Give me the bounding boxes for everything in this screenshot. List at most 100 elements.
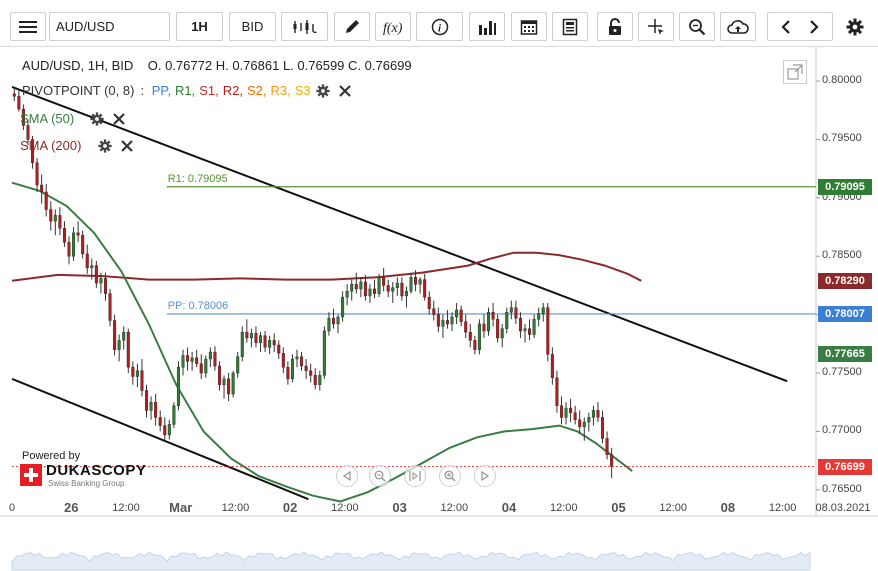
- y-tick-label: 0.77500: [822, 366, 862, 379]
- candle: [569, 398, 573, 423]
- info-button[interactable]: i: [416, 12, 463, 41]
- sma200-line: [11, 251, 642, 282]
- x-tick-label: 12:00: [331, 502, 359, 514]
- powered-by-label: Powered by: [22, 450, 81, 462]
- candle: [131, 361, 135, 385]
- candle-body: [295, 356, 299, 360]
- pivot-sep: :: [140, 83, 145, 98]
- candle: [514, 300, 518, 324]
- x-tick-label: 04: [501, 500, 517, 515]
- candle: [58, 207, 62, 236]
- trendlines[interactable]: [11, 85, 788, 501]
- candle-body: [587, 417, 591, 423]
- candle: [587, 412, 591, 432]
- candle: [459, 305, 463, 327]
- price-chart[interactable]: [0, 46, 878, 571]
- candle: [354, 272, 358, 294]
- y-tick-label: 0.76500: [822, 482, 862, 495]
- candle: [199, 354, 203, 379]
- lock-button[interactable]: [597, 12, 633, 41]
- candle: [21, 104, 25, 131]
- dukascopy-logo[interactable]: DUKASCOPY Swiss Banking Group: [20, 462, 146, 490]
- candle: [44, 183, 48, 217]
- candle-body: [363, 281, 367, 297]
- calendar-button[interactable]: [511, 12, 547, 41]
- sma200-remove-icon[interactable]: [120, 139, 134, 153]
- candle-body: [53, 215, 57, 222]
- candle: [195, 349, 199, 368]
- candle: [190, 352, 194, 371]
- pivot-settings-icon[interactable]: [316, 84, 330, 98]
- candle: [213, 346, 217, 371]
- candle-body: [336, 316, 340, 325]
- candle-body: [49, 209, 53, 222]
- low-label: L.: [282, 58, 294, 73]
- reset-zoom-button[interactable]: [404, 465, 426, 487]
- crosshair-button[interactable]: [638, 12, 674, 41]
- candle: [300, 352, 304, 371]
- sma50-remove-icon[interactable]: [112, 112, 126, 126]
- chart-type-button[interactable]: [281, 12, 328, 41]
- zoom-button[interactable]: [679, 12, 715, 41]
- candle-body: [432, 308, 436, 315]
- candle-body: [532, 319, 536, 335]
- pivot-s1: S1,: [199, 83, 219, 98]
- candle-body: [436, 314, 440, 327]
- high-value: 0.76861: [232, 58, 280, 73]
- high-label: H.: [215, 58, 229, 73]
- sma50-settings-icon[interactable]: [90, 112, 104, 126]
- candle-body: [195, 357, 199, 364]
- candle-body: [386, 285, 390, 292]
- report-button[interactable]: [552, 12, 588, 41]
- pivot-remove-icon[interactable]: [338, 84, 352, 98]
- cloud-upload-button[interactable]: [720, 12, 756, 41]
- y-tick-label: 0.79500: [822, 132, 862, 145]
- sma200-settings-icon[interactable]: [98, 139, 112, 153]
- zoom-in-button[interactable]: [439, 465, 461, 487]
- sma50-line: [11, 181, 633, 503]
- candle: [163, 417, 167, 441]
- candle: [404, 286, 408, 308]
- chevron-right-icon[interactable]: [807, 19, 821, 35]
- menu-button[interactable]: [10, 12, 46, 41]
- expand-button[interactable]: [783, 60, 807, 84]
- candle-body: [555, 377, 559, 406]
- candle-body: [354, 284, 358, 290]
- candle: [578, 410, 582, 434]
- interval-select[interactable]: 1H: [176, 12, 223, 41]
- chevron-left-icon[interactable]: [779, 19, 793, 35]
- candle: [559, 396, 563, 425]
- indicators-button[interactable]: f(x): [375, 12, 411, 41]
- triangle-left-icon: [342, 471, 351, 481]
- price-side-select[interactable]: BID: [229, 12, 276, 41]
- candle-body: [400, 282, 404, 297]
- candle-body: [172, 405, 176, 425]
- candle-body: [281, 352, 285, 368]
- symbol-input[interactable]: AUD/USD: [49, 12, 170, 41]
- price-tag: 0.78290: [818, 272, 872, 289]
- scroll-left-button[interactable]: [336, 465, 358, 487]
- settings-button[interactable]: [840, 12, 870, 41]
- candle-body: [131, 366, 135, 377]
- candle: [573, 405, 577, 425]
- candle: [135, 363, 139, 388]
- candle: [249, 328, 253, 348]
- price-side-value: BID: [241, 19, 264, 34]
- candle-body: [610, 454, 614, 467]
- candle-body: [122, 331, 126, 341]
- candle: [596, 402, 600, 423]
- volume-button[interactable]: [469, 12, 505, 41]
- candle-body: [300, 356, 304, 367]
- pivot-line-label: PP: 0.78006: [167, 299, 229, 312]
- zoom-out-button[interactable]: [369, 465, 391, 487]
- candle-body: [81, 235, 85, 255]
- candle-body: [26, 125, 30, 140]
- scroll-right-button[interactable]: [474, 465, 496, 487]
- candle: [286, 361, 290, 385]
- open-label: O.: [147, 58, 162, 73]
- zoom-icon: [689, 18, 706, 35]
- draw-button[interactable]: [334, 12, 370, 41]
- candle: [382, 267, 386, 292]
- price-tag: 0.77665: [818, 345, 872, 362]
- candle: [140, 359, 144, 397]
